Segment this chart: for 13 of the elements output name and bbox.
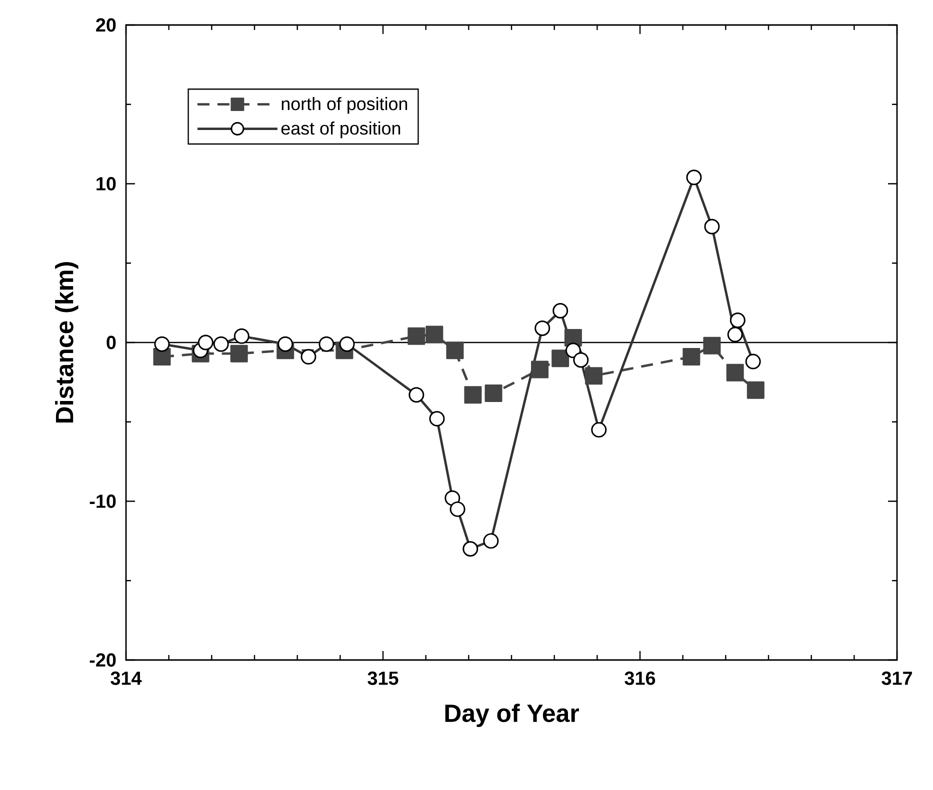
x-tick-label: 315 bbox=[368, 672, 398, 685]
y-axis-title: Distance (km) bbox=[55, 262, 78, 422]
y-tick-label: -20 bbox=[90, 653, 116, 667]
x-axis-title: Day of Year bbox=[445, 704, 579, 728]
y-tick-label: 0 bbox=[106, 336, 116, 350]
legend-label: east of position bbox=[281, 122, 400, 138]
y-tick-label: -10 bbox=[90, 494, 116, 508]
legend-label: north of position bbox=[282, 97, 408, 114]
y-tick-label: 10 bbox=[96, 177, 116, 190]
x-tick-label: 317 bbox=[882, 672, 912, 685]
x-tick-label: 314 bbox=[110, 672, 142, 685]
x-tick-label: 316 bbox=[624, 672, 656, 685]
y-tick-label: 20 bbox=[96, 18, 116, 32]
